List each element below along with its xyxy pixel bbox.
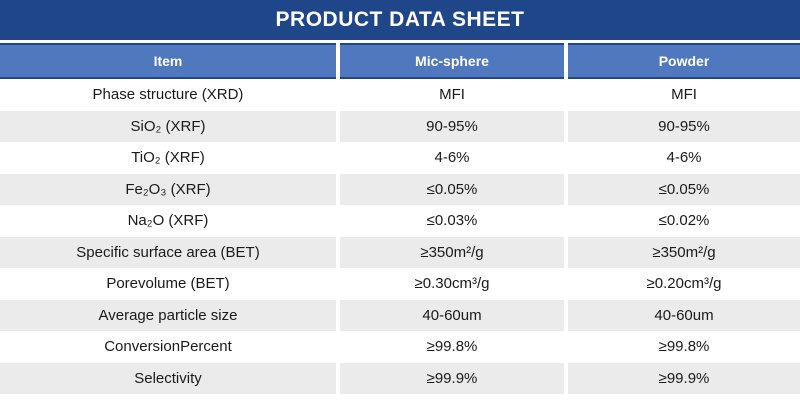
column-header-powder: Powder — [564, 43, 800, 79]
item-cell: Average particle size — [0, 299, 338, 331]
table-row: ConversionPercent ≥99.8% ≥99.8% — [0, 331, 800, 363]
table-row: Porevolume (BET) ≥0.30cm³/g ≥0.20cm³/g — [0, 268, 800, 300]
item-cell: Na₂O (XRF) — [0, 205, 338, 237]
table-row: Specific surface area (BET) ≥350m²/g ≥35… — [0, 236, 800, 268]
mic-sphere-cell: ≥0.30cm³/g — [336, 268, 566, 300]
powder-cell: 90-95% — [564, 110, 800, 142]
mic-sphere-cell: ≥99.9% — [336, 362, 566, 394]
table-row: SiO₂ (XRF) 90-95% 90-95% — [0, 110, 800, 142]
mic-sphere-cell: MFI — [336, 78, 566, 111]
spec-table: Item Mic-sphere Powder Phase structure (… — [0, 43, 800, 394]
powder-cell: ≥99.9% — [564, 362, 800, 394]
item-cell: Selectivity — [0, 362, 338, 394]
column-header-mic-sphere: Mic-sphere — [336, 43, 566, 79]
powder-cell: ≤0.02% — [564, 205, 800, 237]
powder-cell: ≥0.20cm³/g — [564, 268, 800, 300]
page-title: PRODUCT DATA SHEET — [275, 8, 525, 31]
item-cell: ConversionPercent — [0, 331, 338, 363]
table-row: Phase structure (XRD) MFI MFI — [0, 78, 800, 111]
mic-sphere-cell: ≥99.8% — [336, 331, 566, 363]
item-cell: TiO₂ (XRF) — [0, 142, 338, 174]
mic-sphere-cell: ≤0.03% — [336, 205, 566, 237]
powder-cell: 40-60um — [564, 299, 800, 331]
mic-sphere-cell: ≥350m²/g — [336, 236, 566, 268]
mic-sphere-cell: 40-60um — [336, 299, 566, 331]
table-row: Na₂O (XRF) ≤0.03% ≤0.02% — [0, 205, 800, 237]
mic-sphere-cell: 4-6% — [336, 142, 566, 174]
table-row: Fe₂O₃ (XRF) ≤0.05% ≤0.05% — [0, 173, 800, 205]
item-cell: Fe₂O₃ (XRF) — [0, 173, 338, 205]
powder-cell: MFI — [564, 78, 800, 111]
mic-sphere-cell: ≤0.05% — [336, 173, 566, 205]
powder-cell: ≥99.8% — [564, 331, 800, 363]
table-row: Average particle size 40-60um 40-60um — [0, 299, 800, 331]
table-header-row: Item Mic-sphere Powder — [0, 43, 800, 79]
table-row: TiO₂ (XRF) 4-6% 4-6% — [0, 142, 800, 174]
item-cell: Porevolume (BET) — [0, 268, 338, 300]
item-cell: Phase structure (XRD) — [0, 78, 338, 111]
item-cell: Specific surface area (BET) — [0, 236, 338, 268]
table-row: Selectivity ≥99.9% ≥99.9% — [0, 362, 800, 394]
title-bar: PRODUCT DATA SHEET — [0, 0, 800, 40]
item-cell: SiO₂ (XRF) — [0, 110, 338, 142]
powder-cell: 4-6% — [564, 142, 800, 174]
powder-cell: ≥350m²/g — [564, 236, 800, 268]
powder-cell: ≤0.05% — [564, 173, 800, 205]
column-header-item: Item — [0, 43, 338, 79]
mic-sphere-cell: 90-95% — [336, 110, 566, 142]
